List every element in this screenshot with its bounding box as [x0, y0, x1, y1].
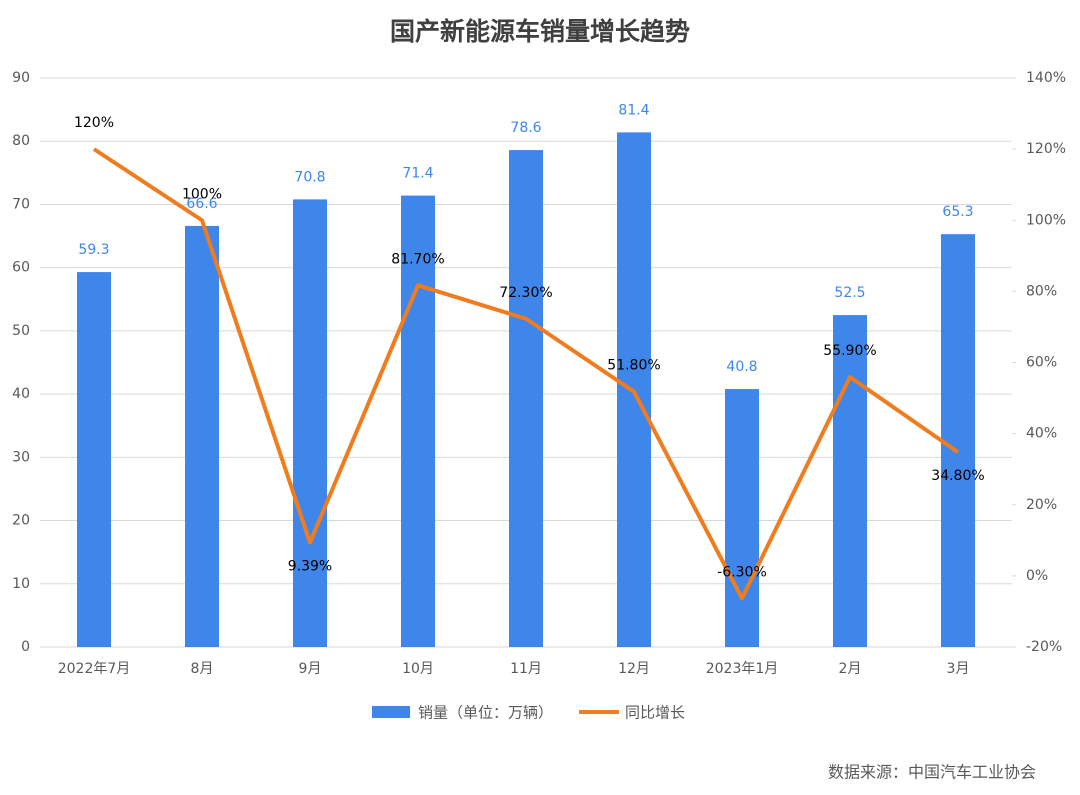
- bar-value-label: 71.4: [402, 166, 433, 182]
- bar: [293, 199, 327, 648]
- y-tick-label: 0: [21, 639, 30, 655]
- bar-value-label: 59.3: [78, 242, 109, 258]
- line-value-label: 34.80%: [931, 468, 984, 484]
- line-value-label: 81.70%: [391, 251, 444, 267]
- x-tick-label: 2023年1月: [706, 661, 779, 677]
- bar: [509, 150, 543, 647]
- y-tick-label: 90: [12, 70, 30, 86]
- bar: [185, 225, 219, 647]
- y-tick-label: 40: [12, 386, 30, 402]
- bar-value-label: 70.8: [294, 169, 325, 185]
- bar-value-label: 52.5: [834, 285, 865, 301]
- line-value-label: 120%: [74, 115, 114, 131]
- x-tick-label: 2月: [839, 661, 862, 677]
- y2-tick-label: 80%: [1026, 283, 1057, 299]
- y-tick-label: 50: [12, 323, 30, 339]
- y-tick-label: 70: [12, 196, 30, 212]
- line-value-label: 9.39%: [288, 558, 332, 574]
- bar-value-label: 66.6: [186, 196, 217, 212]
- bar: [725, 389, 759, 647]
- y2-tick-label: 60%: [1026, 355, 1057, 371]
- line-value-label: 55.90%: [823, 343, 876, 359]
- legend-label: 销量（单位：万辆）: [418, 704, 553, 722]
- y-tick-label: 80: [12, 133, 30, 149]
- bar-value-label: 40.8: [726, 359, 757, 375]
- x-tick-label: 3月: [947, 661, 970, 677]
- bar-value-label: 65.3: [942, 204, 973, 220]
- x-tick-label: 12月: [618, 661, 650, 677]
- line-value-label: 51.80%: [607, 358, 660, 374]
- bar: [77, 272, 111, 647]
- y2-tick-label: 120%: [1026, 141, 1066, 157]
- bar: [833, 315, 867, 647]
- line-value-label: -6.30%: [717, 564, 767, 580]
- line-value-label: 100%: [182, 186, 222, 202]
- legend-label: 同比增长: [625, 704, 685, 722]
- y-tick-label: 60: [12, 260, 30, 276]
- x-tick-label: 11月: [510, 661, 542, 677]
- y-tick-label: 30: [12, 449, 30, 465]
- legend-swatch: [372, 706, 410, 718]
- bar-value-label: 81.4: [618, 102, 649, 118]
- y2-tick-label: 40%: [1026, 426, 1057, 442]
- y2-tick-label: 140%: [1026, 70, 1066, 86]
- y-tick-label: 20: [12, 513, 30, 529]
- x-tick-label: 10月: [402, 661, 434, 677]
- source-note: 数据来源：中国汽车工业协会: [828, 763, 1036, 782]
- y-tick-label: 10: [12, 576, 30, 592]
- chart-title: 国产新能源车销量增长趋势: [390, 17, 690, 46]
- x-tick-label: 2022年7月: [58, 661, 131, 677]
- bar: [941, 234, 975, 648]
- bar: [401, 195, 435, 648]
- y2-tick-label: 20%: [1026, 497, 1057, 513]
- y2-tick-label: 0%: [1026, 568, 1048, 584]
- bar-value-label: 78.6: [510, 120, 541, 136]
- x-tick-label: 8月: [191, 661, 214, 677]
- y2-tick-label: 100%: [1026, 212, 1066, 228]
- x-tick-label: 9月: [299, 661, 322, 677]
- y2-tick-label: -20%: [1026, 639, 1062, 655]
- line: [92, 147, 960, 601]
- line-value-label: 72.30%: [499, 285, 552, 301]
